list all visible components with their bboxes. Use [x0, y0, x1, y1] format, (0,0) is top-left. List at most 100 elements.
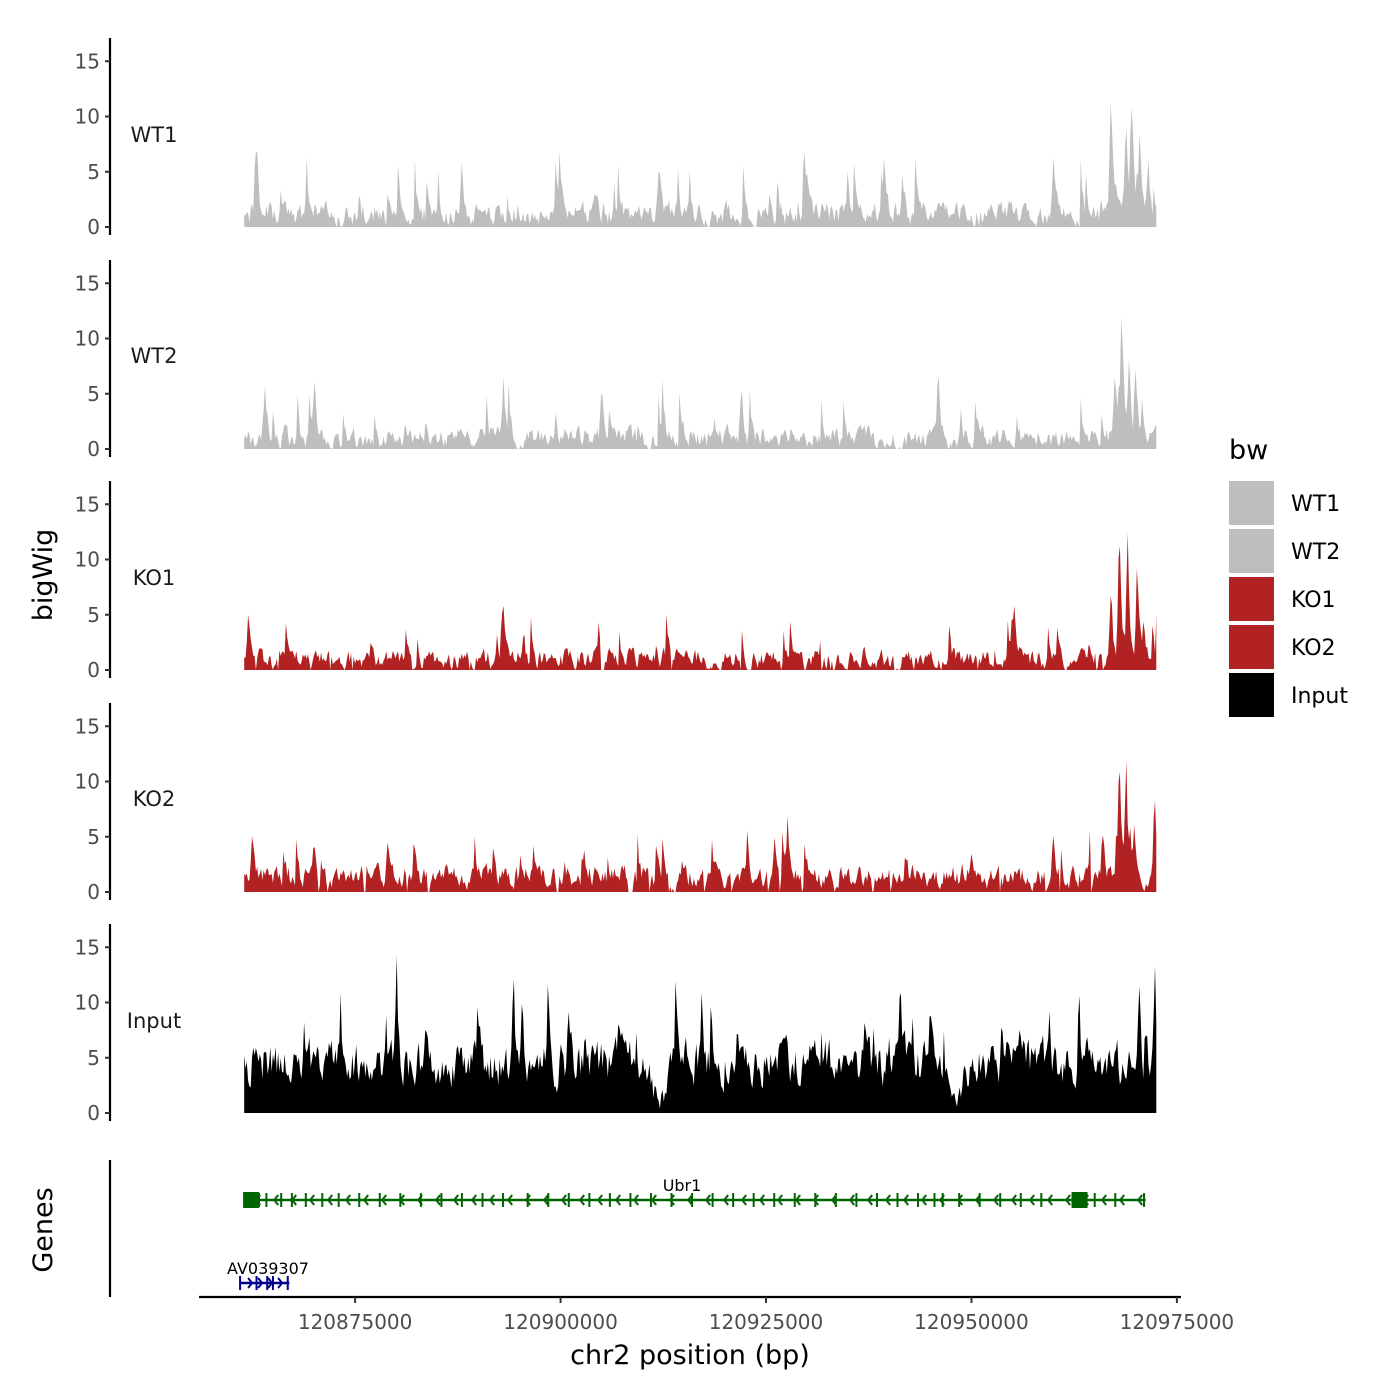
- exon: [896, 1193, 899, 1207]
- y-tick-label: 15: [75, 492, 100, 516]
- signal-area-wt2: [244, 317, 1157, 449]
- exon: [670, 1193, 673, 1207]
- x-tick-label: 120900000: [503, 1310, 618, 1334]
- x-tick-label: 120975000: [1120, 1310, 1235, 1334]
- strand-arrow: [452, 1194, 459, 1206]
- y-tick-label: 0: [87, 658, 100, 682]
- exon: [793, 1193, 796, 1207]
- exon: [440, 1193, 443, 1207]
- exon: [567, 1193, 570, 1207]
- strand-arrow: [277, 1277, 284, 1289]
- strand-arrow: [596, 1194, 603, 1206]
- strand-arrow: [1064, 1194, 1071, 1206]
- y-tick-label: 15: [75, 935, 100, 959]
- genes-axis-title: Genes: [28, 1187, 59, 1272]
- track-ko1: 0 5 10 15 KO1: [75, 481, 1157, 682]
- signal-tracks: 0 5 10 15 WT1 0 5 10 15 WT2 0 5 10 15 KO1 0 5 10 15 KO2 0 5 10…: [75, 38, 1157, 1125]
- exon: [773, 1193, 776, 1207]
- gene-track: Ubr1 AV039307: [108, 1160, 1146, 1297]
- exon: [526, 1193, 529, 1207]
- track-label: KO1: [133, 566, 176, 590]
- strand-arrow: [578, 1194, 585, 1206]
- strand-arrow: [434, 1194, 441, 1206]
- strand-arrow: [1028, 1194, 1035, 1206]
- gene-av039307: AV039307: [227, 1259, 309, 1290]
- exon: [1019, 1193, 1022, 1207]
- strand-arrow: [704, 1194, 711, 1206]
- y-tick-label: 5: [87, 825, 100, 849]
- strand-arrow: [257, 1277, 264, 1289]
- exon: [481, 1193, 484, 1207]
- signal-area-ko1: [244, 532, 1157, 670]
- strand-arrow: [344, 1194, 351, 1206]
- gene-ubr1: Ubr1: [243, 1176, 1146, 1208]
- exon: [239, 1276, 242, 1290]
- y-tick-label: 5: [87, 1046, 100, 1070]
- strand-arrow: [542, 1194, 549, 1206]
- exon: [649, 1193, 652, 1207]
- track-ko2: 0 5 10 15 KO2: [75, 703, 1157, 904]
- strand-arrow: [1118, 1194, 1125, 1206]
- exon: [978, 1193, 981, 1207]
- y-tick-label: 5: [87, 160, 100, 184]
- strand-arrow: [812, 1194, 819, 1206]
- x-axis-title: chr2 position (bp): [570, 1340, 810, 1371]
- track-label: WT2: [131, 344, 178, 368]
- strand-arrow: [380, 1194, 387, 1206]
- exon: [266, 1276, 269, 1290]
- strand-arrow: [326, 1194, 333, 1206]
- exon: [875, 1193, 878, 1207]
- legend-title: bw: [1229, 435, 1268, 466]
- track-wt1: 0 5 10 15 WT1: [75, 38, 1157, 239]
- y-tick-label: 15: [75, 714, 100, 738]
- x-tick-label: 120950000: [914, 1310, 1029, 1334]
- exon: [265, 1193, 268, 1207]
- strand-arrow: [614, 1194, 621, 1206]
- strand-arrow: [866, 1194, 873, 1206]
- strand-arrow: [686, 1194, 693, 1206]
- y-tick-label: 0: [87, 437, 100, 461]
- exon: [588, 1193, 591, 1207]
- exon: [255, 1276, 258, 1290]
- exon: [304, 1193, 307, 1207]
- y-tick-label: 0: [87, 215, 100, 239]
- exon: [1143, 1193, 1146, 1207]
- y-tick-label: 10: [75, 105, 100, 129]
- y-axis-title: bigWig: [28, 529, 59, 622]
- strand-arrow: [650, 1194, 657, 1206]
- legend-label-wt2: WT2: [1291, 540, 1340, 565]
- legend-key-ko2: [1229, 625, 1274, 669]
- exon: [834, 1193, 837, 1207]
- strand-arrow: [1100, 1194, 1107, 1206]
- strand-arrow: [470, 1194, 477, 1206]
- exon: [280, 1193, 283, 1207]
- y-tick-label: 10: [75, 770, 100, 794]
- exon: [321, 1193, 324, 1207]
- x-tick-label: 120875000: [298, 1310, 413, 1334]
- strand-arrow: [560, 1194, 567, 1206]
- exon: [460, 1193, 463, 1207]
- strand-arrow: [488, 1194, 495, 1206]
- strand-arrow: [740, 1194, 747, 1206]
- strand-arrow: [272, 1194, 279, 1206]
- y-tick-label: 0: [87, 1101, 100, 1125]
- y-tick-label: 10: [75, 991, 100, 1015]
- strand-arrow: [247, 1277, 254, 1289]
- exon: [732, 1193, 735, 1207]
- exon: [608, 1193, 611, 1207]
- strand-arrow: [506, 1194, 513, 1206]
- exon: [752, 1193, 755, 1207]
- legend-label-ko1: KO1: [1291, 588, 1336, 613]
- gene-label: AV039307: [227, 1259, 309, 1278]
- strand-arrow: [632, 1194, 639, 1206]
- legend-key-wt1: [1229, 481, 1274, 525]
- strand-arrow: [848, 1194, 855, 1206]
- exon: [814, 1193, 817, 1207]
- exon: [502, 1193, 505, 1207]
- y-tick-label: 15: [75, 49, 100, 73]
- exon: [286, 1276, 289, 1290]
- strand-arrow: [884, 1194, 891, 1206]
- gene-label: Ubr1: [663, 1176, 702, 1195]
- exon: [691, 1193, 694, 1207]
